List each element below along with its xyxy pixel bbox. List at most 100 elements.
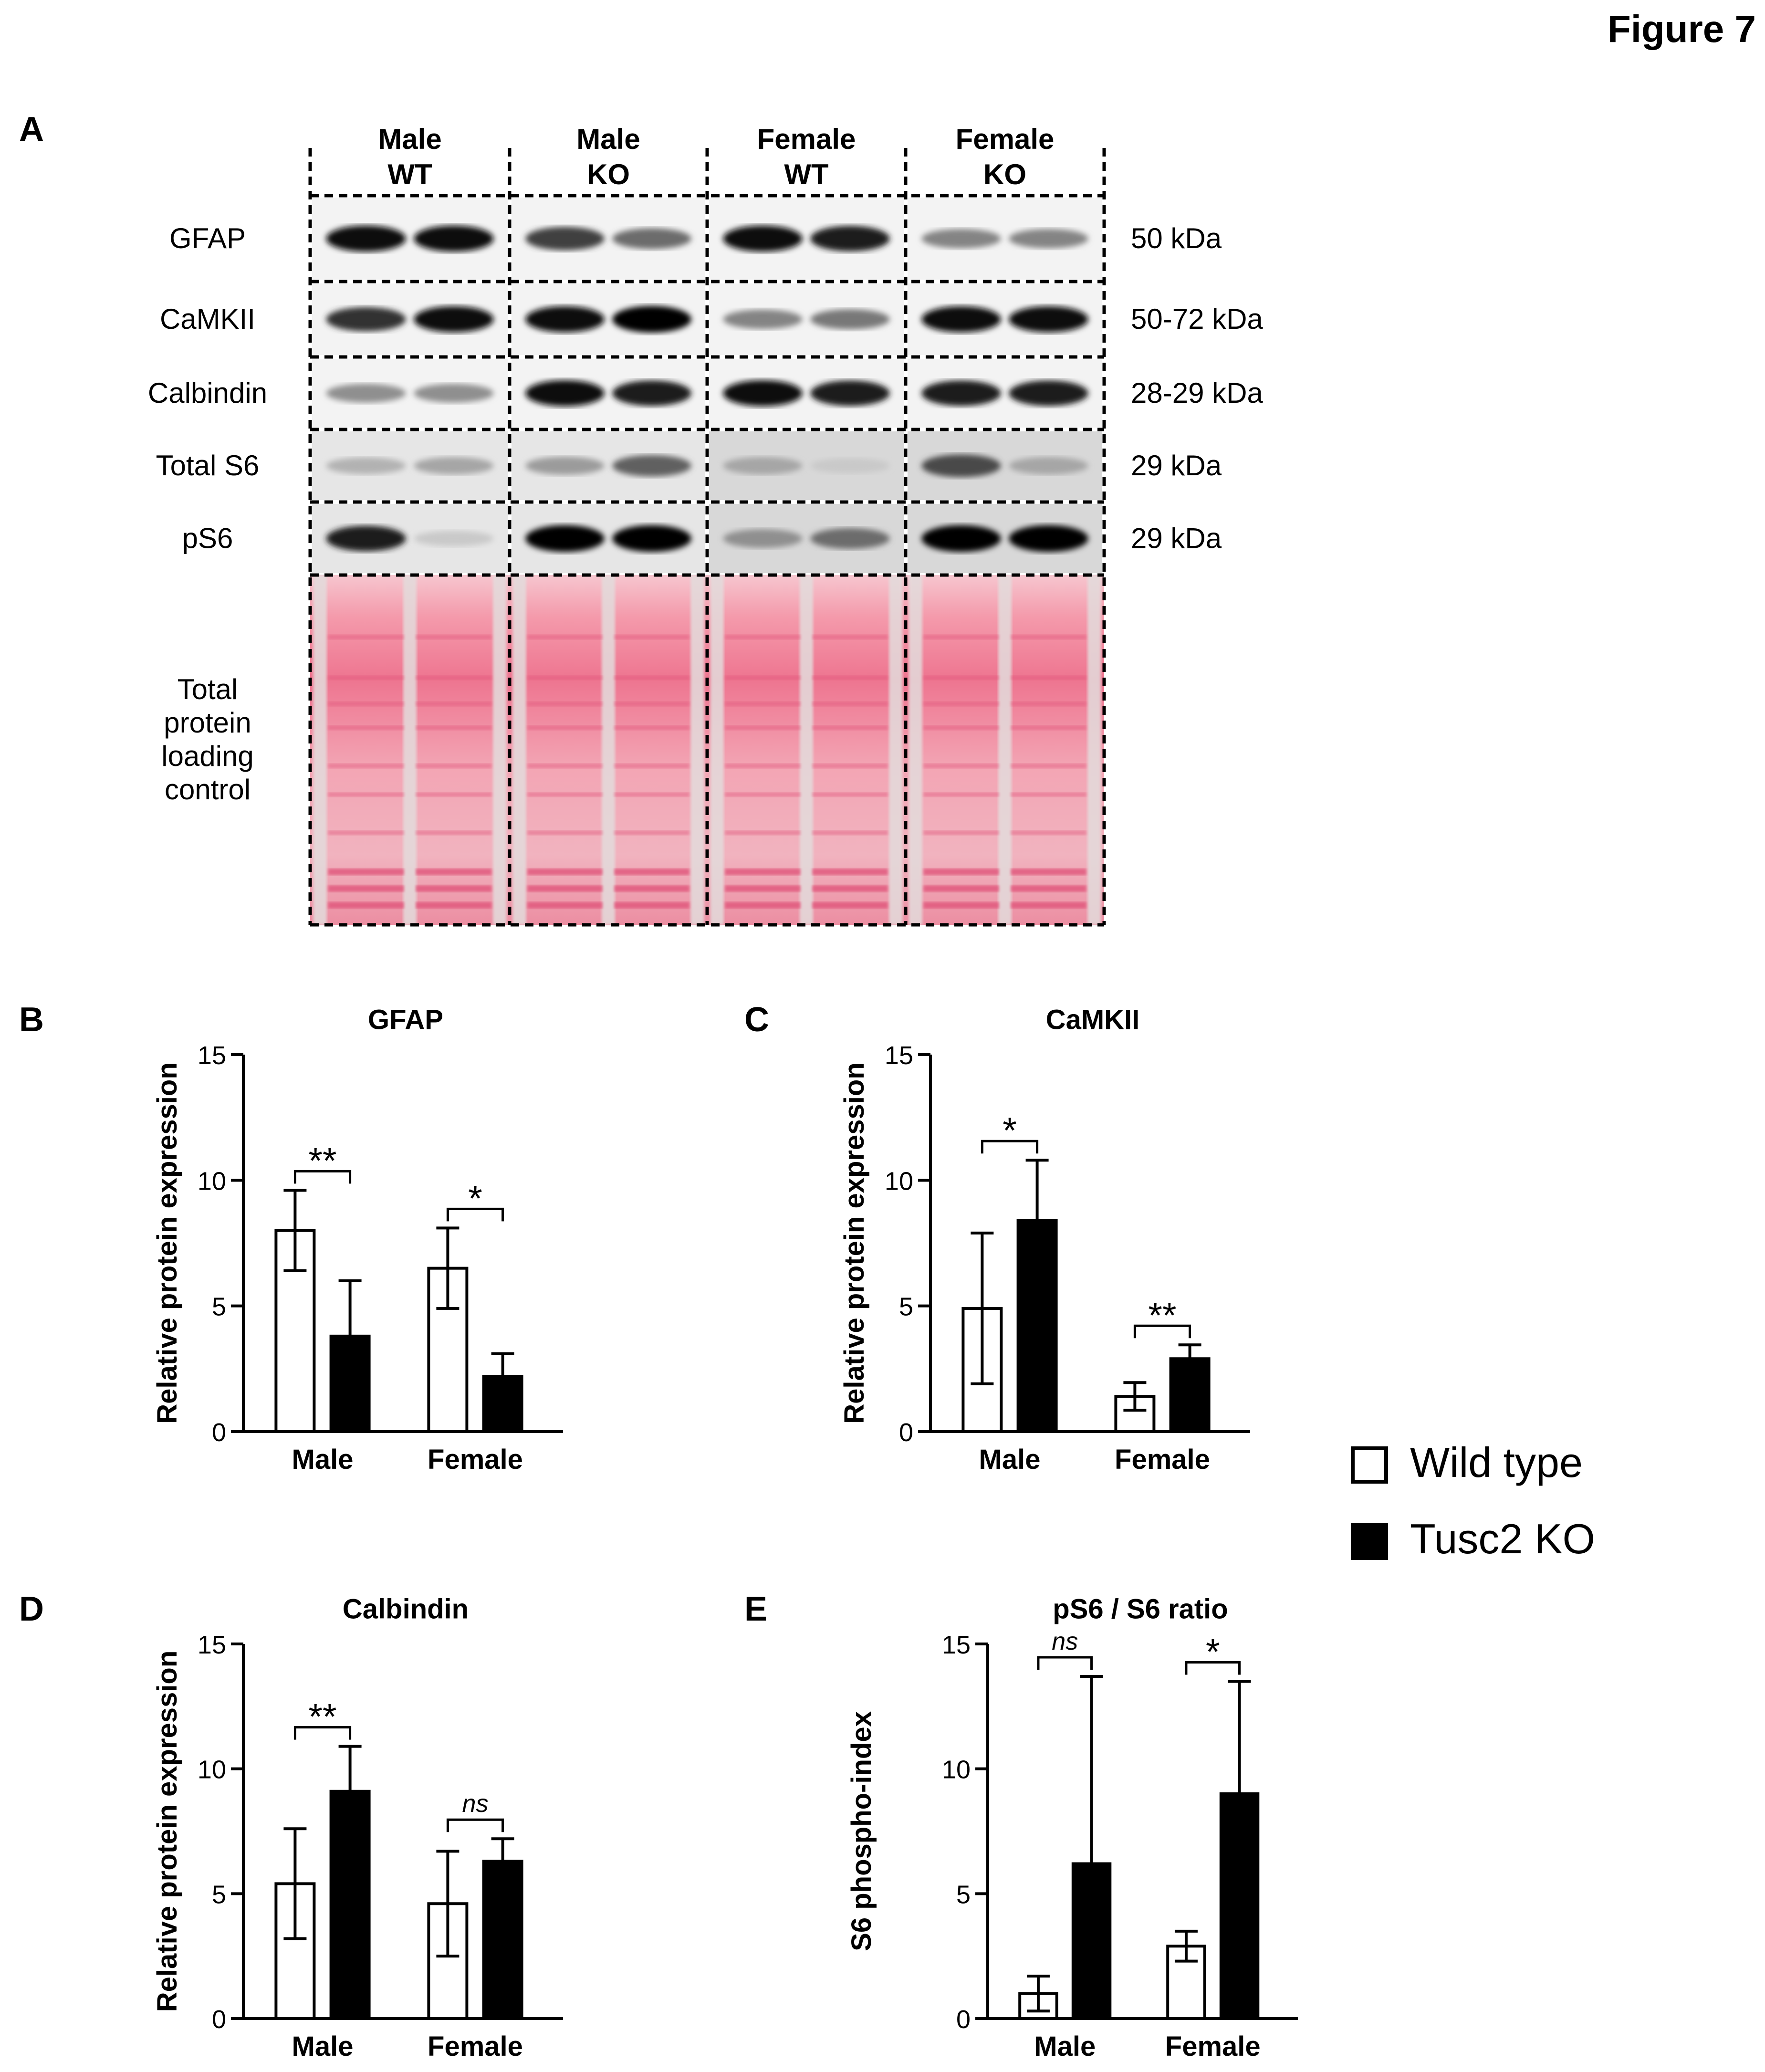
chart-d-x-tick-label: Male	[292, 2031, 354, 2062]
loading-control-label-line-2: protein	[164, 707, 251, 739]
blot-kda-label: 50-72 kDa	[1131, 303, 1263, 335]
band-camkii-g3-l2	[810, 309, 890, 329]
band-camkii-g2-l1	[525, 306, 605, 333]
blot-kda-label: 29 kDa	[1131, 523, 1222, 555]
stain-band	[812, 725, 888, 730]
stain-band	[1011, 830, 1086, 835]
band-gfap-g3-l2	[810, 226, 890, 251]
stain-band	[923, 764, 999, 768]
lane-gap	[512, 575, 526, 925]
band-total-s6-g2-l1	[525, 457, 605, 475]
stain-band	[923, 885, 999, 892]
stain-band	[416, 792, 492, 797]
stain-band	[1011, 725, 1086, 730]
band-camkii-g2-l2	[612, 306, 691, 333]
band-ps6-g3-l2	[810, 528, 890, 549]
stain-band	[328, 885, 404, 892]
stain-band	[1011, 885, 1086, 892]
chart-b-y-label: Relative protein expression	[152, 1062, 183, 1423]
stain-band	[1011, 869, 1086, 875]
blot-row-label: pS6	[182, 523, 233, 555]
stain-band	[328, 902, 404, 909]
stain-band	[328, 869, 404, 875]
loading-control-label-line-1: Total	[178, 673, 238, 705]
stain-band	[328, 792, 404, 797]
chart-c-title: CaMKII	[1046, 1005, 1140, 1036]
chart-e-title: pS6 / S6 ratio	[1053, 1594, 1228, 1625]
stain-band	[725, 764, 801, 768]
chart-e-bar-male-ko	[1071, 1862, 1112, 2020]
stain-band	[923, 635, 999, 639]
stain-band	[725, 701, 801, 706]
band-calbindin-g4-l2	[1009, 380, 1088, 406]
legend-label-2: Tusc2 KO	[1410, 1515, 1595, 1562]
chart-b-panel-label: B	[19, 1001, 44, 1039]
band-ps6-g2-l2	[612, 525, 691, 552]
lane-gap	[403, 575, 417, 925]
blot-row-label: Total S6	[156, 450, 260, 481]
stain-band	[812, 701, 888, 706]
legend-swatch-1	[1351, 1446, 1388, 1484]
chart-d-panel-label: D	[19, 1590, 44, 1628]
blot-kda-label: 29 kDa	[1131, 450, 1222, 481]
stain-band	[725, 869, 801, 875]
chart-e-x-tick-label: Female	[1165, 2031, 1261, 2062]
stain-band	[527, 725, 603, 730]
stain-band	[328, 830, 404, 835]
group-header-1-line-2: WT	[387, 158, 432, 190]
chart-b-bar-male-ko	[329, 1334, 371, 1434]
blot-row-label: GFAP	[169, 222, 246, 254]
chart-e-bar-female-ko	[1219, 1792, 1260, 2020]
stain-band	[614, 902, 689, 909]
blot-kda-label: 28-29 kDa	[1131, 377, 1263, 409]
band-calbindin-g3-l1	[723, 380, 803, 407]
band-gfap-g1-l2	[414, 225, 494, 252]
lane-gap	[313, 575, 327, 925]
stain-band	[416, 902, 492, 909]
chart-e-sig-label: *	[1206, 1632, 1220, 1673]
band-gfap-g4-l1	[921, 229, 1001, 249]
stain-band	[812, 830, 888, 835]
chart-d-x-tick-label: Female	[428, 2031, 523, 2062]
chart-b-y-tick-label: 15	[198, 1041, 226, 1070]
band-calbindin-g2-l1	[525, 380, 605, 407]
stain-band	[416, 725, 492, 730]
lane-gap	[998, 575, 1012, 925]
band-camkii-g3-l1	[723, 309, 803, 329]
stain-band	[614, 764, 689, 768]
lane-gap	[710, 575, 724, 925]
stain-band	[1011, 792, 1086, 797]
stain-band	[328, 764, 404, 768]
band-ps6-g2-l1	[525, 525, 605, 552]
group-header-1-line-1: Male	[378, 123, 441, 155]
chart-c-bar-female-ko	[1169, 1357, 1211, 1433]
stain-band	[328, 725, 404, 730]
band-total-s6-g3-l2	[810, 458, 890, 474]
stain-band	[416, 635, 492, 639]
loading-control-label-line-4: control	[165, 774, 251, 806]
chart-b: B GFAP 0 5 10 15 Relative protein expression Ma…	[19, 1001, 563, 1475]
chart-d: D Calbindin 0 5 10 15 Relative protein express…	[19, 1590, 563, 2062]
chart-c-y-tick-label: 5	[899, 1293, 913, 1321]
band-camkii-g1-l2	[414, 306, 494, 333]
stain-band	[614, 869, 689, 875]
chart-d-sig-label: **	[308, 1697, 336, 1737]
chart-e-y-label: S6 phospho-index	[846, 1711, 877, 1951]
chart-e-y-tick-label: 0	[956, 2005, 971, 2034]
stain-band	[923, 792, 999, 797]
chart-c: C CaMKII 0 5 10 15 Relative protein expression…	[744, 1001, 1250, 1475]
stain-band	[614, 792, 689, 797]
stain-band	[527, 764, 603, 768]
stain-band	[725, 902, 801, 909]
chart-c-sig-bracket	[1133, 1324, 1191, 1339]
lane-gap	[1087, 575, 1101, 925]
stain-band	[923, 701, 999, 706]
stain-band	[725, 830, 801, 835]
band-calbindin-g2-l2	[612, 380, 691, 406]
chart-e-sig-bracket	[1185, 1661, 1241, 1675]
band-gfap-g2-l2	[612, 228, 691, 249]
figure-label: Figure 7	[1608, 8, 1756, 50]
band-total-s6-g1-l1	[326, 457, 406, 474]
